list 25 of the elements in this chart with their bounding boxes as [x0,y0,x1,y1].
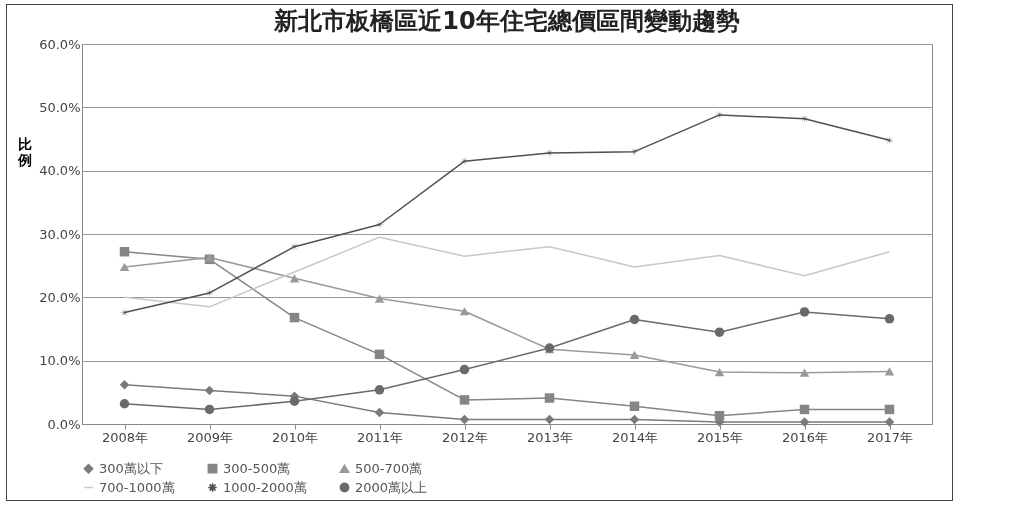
legend-label: 500-700萬 [355,460,423,476]
legend-label: 2000萬以上 [355,479,428,495]
x-tick-label: 2010年 [271,429,319,445]
y-tick-label: 30.0% [39,226,81,242]
x-tick-label: 2017年 [866,429,914,445]
x-tick-label: 2008年 [101,429,149,445]
legend-label: 1000-2000萬 [223,479,307,495]
x-tick-label: 2014年 [611,429,659,445]
legend-label: 700-1000萬 [99,479,175,495]
x-tick-label: 2012年 [441,429,489,445]
x-tick-label: 2016年 [781,429,829,445]
y-tick-label: 10.0% [39,353,81,369]
chart-title: 新北市板橋區近10年住宅總價區間變動趨勢 [273,7,740,35]
legend-label: 300萬以下 [99,460,163,476]
y-tick-label: 50.0% [39,99,81,115]
legend-label: 300-500萬 [223,460,291,476]
y-tick-label: 60.0% [39,36,81,52]
y-tick-label: 0.0% [47,416,81,432]
x-tick-label: 2015年 [696,429,744,445]
x-tick-label: 2009年 [186,429,234,445]
x-tick-label: 2013年 [526,429,574,445]
y-axis-title: 比例 [16,135,32,168]
y-tick-label: 40.0% [39,163,81,179]
y-tick-label: 20.0% [39,289,81,305]
x-tick-label: 2011年 [356,429,404,445]
